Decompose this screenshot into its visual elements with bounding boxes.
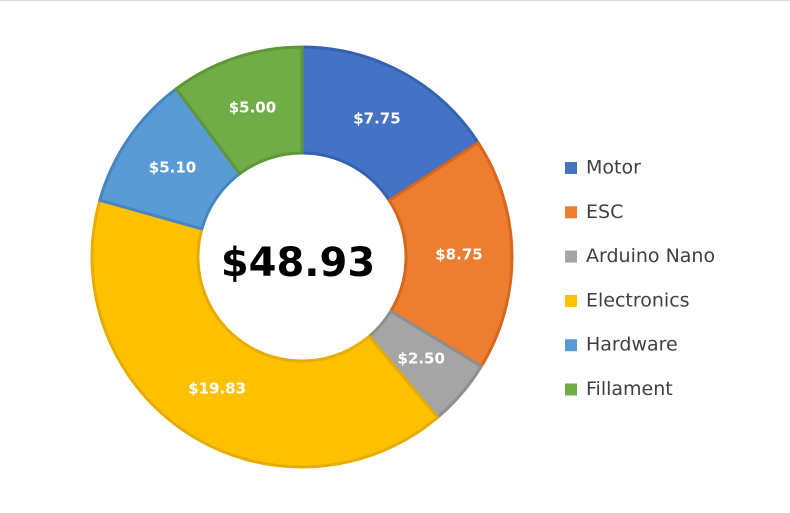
legend-swatch-esc bbox=[565, 206, 577, 219]
slices-group bbox=[90, 45, 514, 469]
legend-swatch-fillament bbox=[565, 383, 577, 396]
slice-motor bbox=[300, 45, 481, 203]
legend-item-fillament: Fillament bbox=[565, 378, 673, 400]
slice-esc bbox=[387, 140, 514, 369]
legend-item-hardware: Hardware bbox=[565, 334, 678, 356]
total-cost-label: $48.93 bbox=[221, 240, 375, 286]
legend-item-electronics: Electronics bbox=[565, 289, 690, 311]
slice-label-electronics: $19.83 bbox=[188, 380, 246, 398]
legend-item-arduino-nano: Arduino Nano bbox=[565, 245, 715, 267]
legend-item-esc: ESC bbox=[565, 201, 623, 223]
slice-electronics bbox=[90, 198, 440, 469]
legend-label-hardware: Hardware bbox=[586, 334, 678, 356]
slice-label-arduino-nano: $2.50 bbox=[397, 350, 444, 368]
slice-label-motor: $7.75 bbox=[353, 110, 400, 128]
slice-label-fillament: $5.00 bbox=[229, 99, 276, 117]
legend-swatch-arduino-nano bbox=[565, 250, 577, 263]
legend: Motor ESC Arduino Nano Electronics Hardware F… bbox=[565, 157, 715, 400]
slice-label-hardware: $5.10 bbox=[149, 159, 196, 177]
legend-label-motor: Motor bbox=[586, 157, 641, 179]
legend-label-esc: ESC bbox=[586, 201, 623, 223]
legend-swatch-electronics bbox=[565, 294, 577, 307]
legend-item-motor: Motor bbox=[565, 157, 641, 179]
legend-swatch-motor bbox=[565, 162, 577, 174]
slice-labels-group: $7.75 $8.75 $2.50 $19.83 $5.10 $5.00 bbox=[149, 99, 483, 398]
slice-fillament bbox=[174, 45, 304, 176]
legend-label-electronics: Electronics bbox=[586, 289, 690, 311]
legend-swatch-hardware bbox=[565, 339, 577, 352]
legend-label-fillament: Fillament bbox=[586, 378, 673, 400]
slice-label-esc: $8.75 bbox=[435, 245, 482, 263]
legend-label-arduino-nano: Arduino Nano bbox=[586, 245, 715, 267]
